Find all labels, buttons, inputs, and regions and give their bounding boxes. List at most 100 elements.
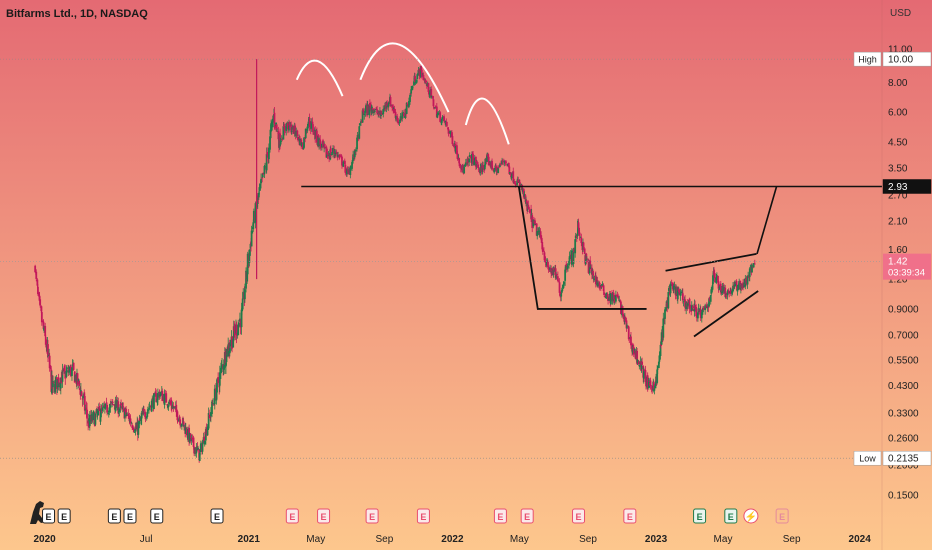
candle-body [103,405,106,408]
event-marker-dividend: E [317,508,331,524]
candle-body [680,291,683,293]
candle-body [726,291,729,296]
time-axis[interactable]: 2020 Jul 2021 May Sep 2022 May Sep 2023 May Sep 202… [34,534,872,545]
candle-body [124,411,126,418]
candle-body [514,183,517,185]
candle-body [718,289,721,291]
candle-body [529,210,531,212]
candle-body [499,164,502,166]
candle-body [436,114,439,118]
candle-body [111,401,114,404]
candle-body [356,134,359,139]
candle-body [543,250,545,252]
price-axis[interactable]: 11.00 8.00 6.00 4.50 3.50 2.70 2.10 1.60 1.20 0.9… [881,0,919,550]
candle-body [553,268,555,271]
candle-body [395,116,397,119]
event-marker-box [416,508,430,524]
candle-body [578,227,580,235]
candle-body [52,380,54,388]
candle-body [361,110,364,123]
candle-body [109,403,112,408]
candle-body [180,424,183,426]
candle-body [564,265,567,271]
candle-body [723,287,726,292]
candle-body [473,161,476,165]
candle-body [151,398,154,402]
candle-body [641,361,644,365]
candle-body [428,92,430,95]
candle-body [627,326,630,340]
candle-body [710,289,713,294]
candle-body [713,273,716,278]
candle-body [459,165,462,169]
candle-body [700,312,703,319]
candle-body [367,105,370,115]
candle-body [501,160,504,162]
price-tick-label: 0.3300 [888,409,919,420]
candle-body [583,248,586,254]
candle-body [573,248,575,253]
candle-body [292,125,295,134]
candle-body [377,113,380,115]
candle-body [456,153,459,159]
candle-body [552,266,555,276]
candle-body [508,166,511,175]
candle-body [482,165,485,169]
event-marker-label: E [214,512,220,522]
candle-body [35,271,38,279]
candle-body [398,122,401,124]
candle-body [143,408,145,411]
candle-body [667,288,670,291]
event-marker-label: E [127,512,133,522]
event-marker-box [210,508,224,524]
candle-body [319,143,322,148]
candle-body [252,222,255,230]
candle-body [618,299,621,301]
candle-body [76,373,79,385]
candle-body [416,74,419,80]
candle-body [437,113,440,115]
candle-body [295,131,298,137]
candle-body [326,152,329,156]
candle-body [180,425,183,427]
candle-body [621,306,624,314]
candle-body [493,169,496,173]
candle-body [242,291,245,299]
candle-body [589,267,592,269]
candle-body [148,408,150,409]
candle-body [146,409,149,412]
candle-body [676,290,679,300]
price-tick-label: 0.2600 [888,433,919,444]
candle-body [694,305,697,309]
candle-body [315,130,318,143]
time-tick-label: May [306,534,325,545]
candle-body [285,123,288,131]
candle-body [544,260,547,263]
candle-body [646,375,649,388]
candle-body [611,294,614,301]
candle-body [445,121,448,127]
candle-body [477,168,480,170]
candle-body [145,416,148,419]
candle-body [220,367,222,374]
candle-body [250,230,253,247]
candle-body [177,420,179,422]
candle-body [206,427,209,436]
candle-body [714,277,717,283]
candle-body [632,346,635,355]
candle-body [649,380,652,387]
candle-body [472,153,474,165]
candle-body [222,365,225,370]
candle-body [648,380,651,382]
candle-body [458,157,461,164]
candle-body [288,121,291,126]
candle-body [316,143,319,145]
candle-body [464,162,467,165]
candle-body [48,354,50,357]
candle-body [496,167,498,173]
candle-body [576,233,579,236]
event-marker-box [123,508,137,524]
candle-body [178,418,181,420]
candle-body [71,367,73,376]
